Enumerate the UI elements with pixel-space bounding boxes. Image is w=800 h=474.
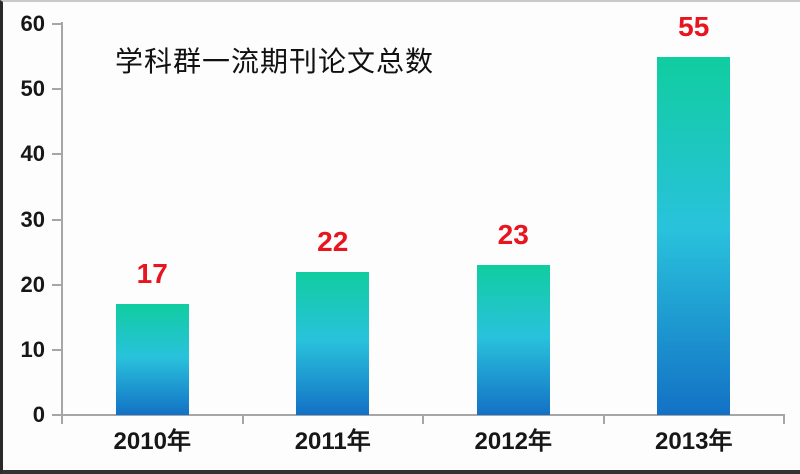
x-category-label: 2010年 bbox=[113, 428, 191, 455]
chart-title: 学科群一流期刊论文总数 bbox=[115, 45, 435, 78]
y-tick-label: 30 bbox=[20, 206, 45, 232]
x-tick-mark bbox=[602, 415, 605, 424]
x-category-label: 2012年 bbox=[474, 428, 552, 455]
y-tick-label: 60 bbox=[20, 11, 45, 36]
y-tick-mark bbox=[52, 23, 61, 25]
bar-value-label: 55 bbox=[678, 10, 710, 42]
y-tick-mark bbox=[52, 88, 61, 91]
x-tick-mark bbox=[783, 415, 785, 424]
y-tick-label: 50 bbox=[20, 76, 45, 102]
x-category-label: 2013年 bbox=[655, 428, 733, 455]
x-tick-mark bbox=[61, 415, 63, 424]
y-tick-mark bbox=[52, 414, 61, 416]
y-tick-label: 40 bbox=[20, 141, 45, 167]
y-tick-mark bbox=[52, 153, 61, 156]
y-axis bbox=[61, 22, 63, 416]
bar-value-label: 22 bbox=[317, 225, 349, 257]
bar bbox=[296, 271, 370, 415]
y-tick-label: 10 bbox=[20, 336, 45, 362]
y-tick-mark bbox=[52, 218, 61, 221]
bar bbox=[657, 56, 731, 415]
y-tick-label: 20 bbox=[20, 271, 45, 297]
y-tick-label: 0 bbox=[32, 402, 45, 427]
y-tick-mark bbox=[52, 283, 61, 286]
bar bbox=[115, 304, 189, 415]
x-tick-mark bbox=[422, 415, 424, 424]
bar-value-label: 17 bbox=[136, 258, 168, 290]
x-tick-mark bbox=[241, 415, 244, 424]
bar bbox=[476, 265, 550, 415]
x-category-label: 2011年 bbox=[294, 428, 371, 455]
y-tick-mark bbox=[52, 348, 61, 351]
bar-value-label: 23 bbox=[497, 219, 529, 251]
